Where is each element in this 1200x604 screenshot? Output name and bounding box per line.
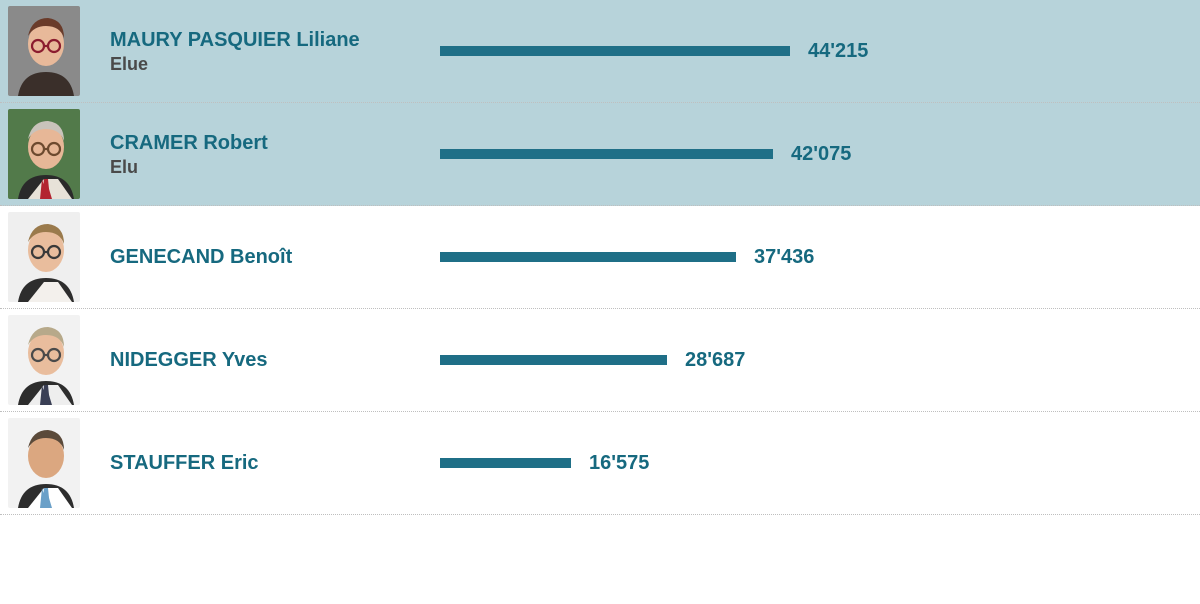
candidate-name: MAURY PASQUIER Liliane: [110, 28, 440, 52]
vote-bar: [440, 355, 667, 365]
bar-area: 42'075: [440, 109, 940, 199]
vote-bar: [440, 149, 773, 159]
candidate-name: GENECAND Benoît: [110, 245, 440, 269]
vote-count: 28'687: [685, 349, 745, 372]
vote-bar: [440, 458, 571, 468]
bar-area: 28'687: [440, 315, 940, 405]
candidate-status: Elue: [110, 54, 440, 75]
bar-area: 16'575: [440, 418, 940, 508]
candidate-status: Elu: [110, 157, 440, 178]
candidate-row: STAUFFER Eric 16'575: [0, 412, 1200, 515]
candidate-row: GENECAND Benoît 37'436: [0, 206, 1200, 309]
candidate-row: NIDEGGER Yves 28'687: [0, 309, 1200, 412]
candidate-photo: [8, 6, 80, 96]
candidate-photo: [8, 212, 80, 302]
candidate-row: CRAMER RobertElu 42'075: [0, 103, 1200, 206]
candidate-photo: [8, 315, 80, 405]
vote-bar: [440, 252, 736, 262]
vote-count: 37'436: [754, 246, 814, 269]
candidate-name: CRAMER Robert: [110, 131, 440, 155]
candidate-name-block: GENECAND Benoît: [110, 245, 440, 269]
candidate-name-block: STAUFFER Eric: [110, 451, 440, 475]
bar-area: 37'436: [440, 212, 940, 302]
election-results: MAURY PASQUIER LilianeElue 44'215 CRAMER …: [0, 0, 1200, 515]
candidate-name-block: CRAMER RobertElu: [110, 131, 440, 178]
bar-area: 44'215: [440, 6, 940, 96]
candidate-name-block: NIDEGGER Yves: [110, 348, 440, 372]
candidate-name-block: MAURY PASQUIER LilianeElue: [110, 28, 440, 75]
vote-count: 42'075: [791, 143, 851, 166]
vote-count: 44'215: [808, 40, 868, 63]
candidate-row: MAURY PASQUIER LilianeElue 44'215: [0, 0, 1200, 103]
candidate-name: NIDEGGER Yves: [110, 348, 440, 372]
candidate-photo: [8, 109, 80, 199]
vote-bar: [440, 46, 790, 56]
candidate-name: STAUFFER Eric: [110, 451, 440, 475]
candidate-photo: [8, 418, 80, 508]
vote-count: 16'575: [589, 452, 649, 475]
